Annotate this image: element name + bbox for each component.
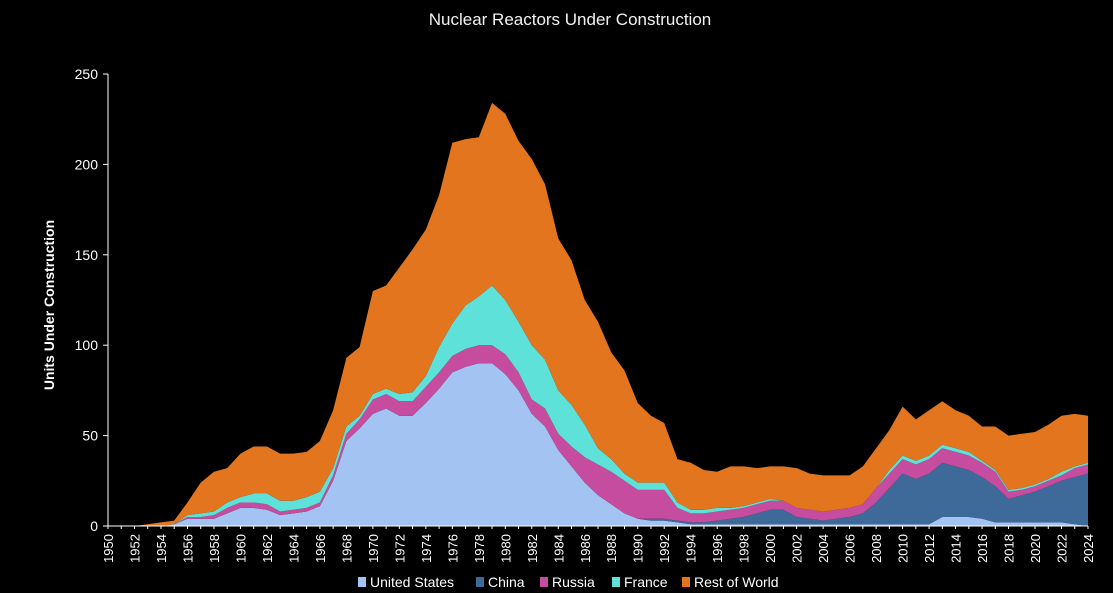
legend-label-rest-of-world: Rest of World bbox=[694, 574, 779, 590]
x-tick-label: 2020 bbox=[1028, 534, 1043, 563]
x-tick-label: 1982 bbox=[525, 534, 540, 563]
legend: United States China Russia France Rest of Wo… bbox=[358, 574, 779, 590]
legend-swatch-united-states bbox=[358, 577, 366, 587]
x-tick-label: 1984 bbox=[551, 534, 566, 563]
legend-label-russia: Russia bbox=[552, 574, 595, 590]
area-china bbox=[108, 363, 1088, 526]
y-tick-label: 100 bbox=[75, 337, 99, 353]
x-tick-label: 1974 bbox=[419, 534, 434, 563]
x-tick-label: 2012 bbox=[922, 534, 937, 563]
x-tick-label: 1954 bbox=[154, 534, 169, 563]
x-tick-label: 1988 bbox=[604, 534, 619, 563]
y-axis-label: Units Under Construction bbox=[41, 220, 57, 390]
y-tick-label: 250 bbox=[75, 66, 99, 82]
area-series-group bbox=[108, 102, 1088, 527]
x-tick-label: 1972 bbox=[392, 534, 407, 563]
x-tick-label: 1962 bbox=[260, 534, 275, 563]
legend-swatch-france bbox=[612, 577, 620, 587]
x-tick-label: 1950 bbox=[101, 534, 116, 563]
x-tick-label: 1958 bbox=[207, 534, 222, 563]
y-tick-label: 200 bbox=[75, 156, 99, 172]
x-tick-label: 1966 bbox=[313, 534, 328, 563]
x-tick-label: 2010 bbox=[896, 534, 911, 563]
y-tick-label: 50 bbox=[82, 428, 98, 444]
x-tick-label: 2006 bbox=[843, 534, 858, 563]
x-tick-label: 1970 bbox=[366, 534, 381, 563]
area-russia bbox=[108, 345, 1088, 526]
x-tick-label: 1968 bbox=[339, 534, 354, 563]
area-rest-of-world bbox=[108, 102, 1088, 527]
x-tick-label: 1976 bbox=[445, 534, 460, 563]
area-united-states bbox=[108, 363, 1088, 526]
x-tick-label: 2008 bbox=[869, 534, 884, 563]
x-tick-label: 2024 bbox=[1081, 534, 1096, 563]
x-tick-label: 1992 bbox=[657, 534, 672, 563]
legend-label-china: China bbox=[488, 574, 525, 590]
y-tick-label: 150 bbox=[75, 247, 99, 263]
x-tick-label: 2004 bbox=[816, 534, 831, 563]
x-tick-label: 2018 bbox=[1002, 534, 1017, 563]
x-tick-label: 2002 bbox=[790, 534, 805, 563]
legend-label-united-states: United States bbox=[370, 574, 454, 590]
x-tick-label: 1960 bbox=[233, 534, 248, 563]
legend-label-france: France bbox=[624, 574, 668, 590]
x-tick-labels: 1950 1952 1954 1956 1958 1960 1962 1964 1966 1968… bbox=[101, 534, 1096, 563]
x-tick-label: 1978 bbox=[472, 534, 487, 563]
x-tick-label: 1994 bbox=[684, 534, 699, 563]
x-tick-label: 1996 bbox=[710, 534, 725, 563]
x-tick-label: 2016 bbox=[975, 534, 990, 563]
x-tick-label: 1980 bbox=[498, 534, 513, 563]
axes bbox=[103, 73, 1089, 529]
x-tick-label: 2014 bbox=[949, 534, 964, 563]
x-tick-label: 1964 bbox=[286, 534, 301, 563]
x-tick-label: 2022 bbox=[1055, 534, 1070, 563]
x-tick-label: 1998 bbox=[737, 534, 752, 563]
x-tick-label: 1952 bbox=[127, 534, 142, 563]
chart-title: Nuclear Reactors Under Construction bbox=[429, 10, 712, 29]
y-tick-label: 0 bbox=[90, 518, 98, 534]
legend-swatch-china bbox=[476, 577, 484, 587]
x-tick-label: 1990 bbox=[631, 534, 646, 563]
y-tick-labels: 0 50 100 150 200 250 bbox=[75, 66, 99, 534]
legend-swatch-rest-of-world bbox=[682, 577, 690, 587]
x-tick-label: 2000 bbox=[763, 534, 778, 563]
x-tick-label: 1956 bbox=[180, 534, 195, 563]
legend-swatch-russia bbox=[540, 577, 548, 587]
x-tick-label: 1986 bbox=[578, 534, 593, 563]
